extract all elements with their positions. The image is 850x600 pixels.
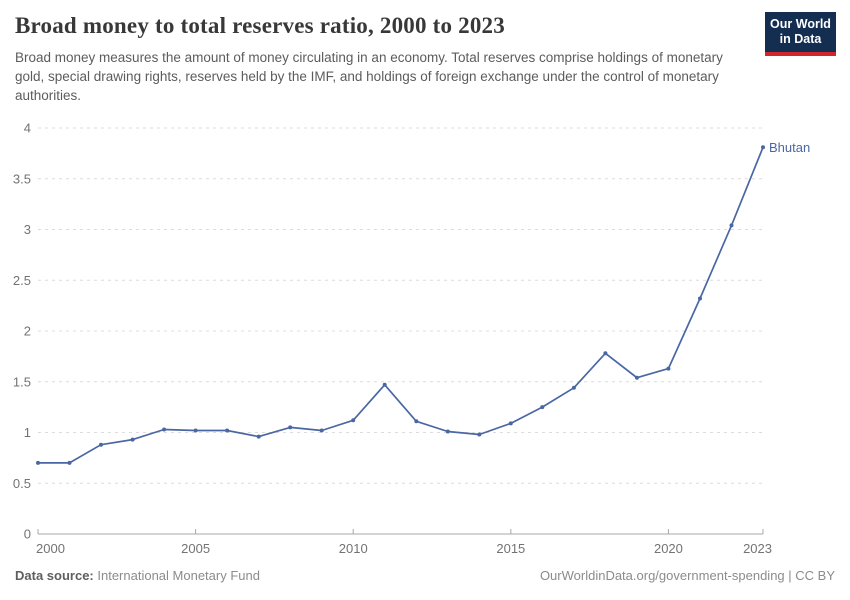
y-tick-label: 4 bbox=[24, 121, 31, 136]
x-tick-label: 2010 bbox=[339, 541, 368, 556]
data-point bbox=[67, 460, 72, 465]
owid-logo: Our World in Data bbox=[765, 12, 836, 56]
data-point bbox=[382, 382, 387, 387]
owid-logo-line1: Our World bbox=[770, 17, 831, 31]
data-point bbox=[477, 432, 482, 437]
chart-area: 0 0.5 1 1.5 2 2.5 3 3.5 4 2000 2005 2010 2015 2020 202… bbox=[0, 112, 850, 562]
data-point bbox=[761, 145, 765, 150]
y-tick-label: 2 bbox=[24, 324, 31, 339]
data-point bbox=[414, 419, 419, 424]
x-tick-label: 2020 bbox=[654, 541, 683, 556]
data-point bbox=[603, 351, 608, 356]
data-point bbox=[193, 428, 198, 433]
data-point bbox=[666, 366, 671, 371]
y-tick-label: 3.5 bbox=[13, 171, 31, 186]
data-point bbox=[225, 428, 230, 433]
y-tick-label: 2.5 bbox=[13, 273, 31, 288]
y-tick-label: 1.5 bbox=[13, 374, 31, 389]
data-point bbox=[256, 434, 261, 439]
series-label: Bhutan bbox=[769, 140, 810, 155]
chart-subtitle: Broad money measures the amount of money… bbox=[15, 50, 723, 104]
chart-footer: Data source: International Monetary Fund… bbox=[0, 562, 850, 583]
data-point bbox=[571, 385, 576, 390]
x-tick-label: 2000 bbox=[36, 541, 65, 556]
attribution: OurWorldinData.org/government-spending |… bbox=[539, 568, 835, 583]
x-tick-label: 2023 bbox=[743, 541, 772, 556]
line-chart: 0 0.5 1 1.5 2 2.5 3 3.5 4 2000 2005 2010 2015 2020 202… bbox=[13, 121, 810, 557]
data-source-label: Data source: bbox=[15, 568, 94, 583]
series-line bbox=[37, 146, 764, 464]
data-point bbox=[729, 223, 734, 228]
data-point bbox=[99, 442, 103, 447]
data-point bbox=[319, 428, 324, 433]
data-source: Data source: International Monetary Fund bbox=[15, 568, 260, 583]
owid-logo-line2: in Data bbox=[779, 32, 822, 47]
data-source-value: International Monetary Fund bbox=[97, 568, 260, 583]
data-point bbox=[288, 425, 293, 430]
data-point bbox=[351, 418, 356, 423]
chart-title: Broad money to total reserves ratio, 200… bbox=[15, 13, 505, 38]
x-tick-label: 2015 bbox=[496, 541, 525, 556]
data-point bbox=[698, 296, 702, 301]
y-tick-label: 1 bbox=[24, 425, 31, 440]
y-tick-label: 0 bbox=[24, 527, 31, 542]
data-point bbox=[634, 375, 639, 380]
data-point bbox=[162, 427, 167, 432]
data-point bbox=[445, 429, 450, 434]
data-point bbox=[130, 437, 135, 442]
y-tick-label: 3 bbox=[24, 222, 31, 237]
data-point bbox=[540, 405, 545, 410]
data-point bbox=[36, 460, 40, 465]
chart-header: Broad money to total reserves ratio, 200… bbox=[0, 0, 850, 112]
y-tick-label: 0.5 bbox=[13, 476, 31, 491]
x-tick-label: 2005 bbox=[181, 541, 210, 556]
data-point bbox=[508, 421, 513, 426]
